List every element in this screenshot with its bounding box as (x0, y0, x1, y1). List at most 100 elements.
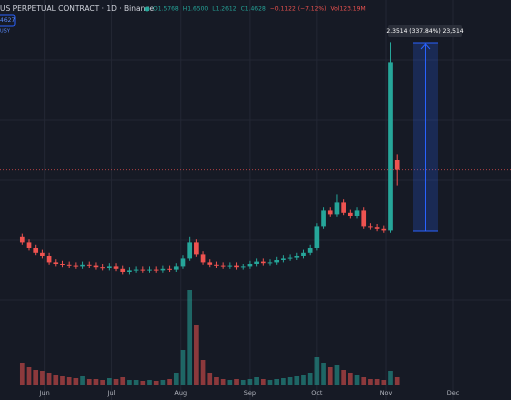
candle-body (53, 262, 59, 264)
candle-body (187, 242, 193, 259)
candle-body (327, 210, 333, 215)
volume-bar (40, 371, 45, 385)
volume-bar (26, 367, 32, 385)
volume-bar (220, 379, 226, 385)
candle-body (234, 265, 239, 268)
volume-bar (200, 360, 206, 385)
x-tick-label: Jun (39, 389, 50, 397)
volume-bar (73, 378, 79, 385)
x-tick-label: Aug (174, 389, 187, 397)
volume-bar (294, 376, 300, 385)
volume-bar (80, 376, 85, 385)
candle-body (281, 258, 286, 260)
volume-bar (147, 380, 152, 385)
volume-bar (321, 363, 326, 385)
candle-body (347, 212, 353, 216)
volume-bar (33, 370, 39, 385)
candle-body (153, 269, 159, 271)
candle-body (227, 265, 233, 267)
candle-body (354, 210, 360, 216)
volume-bar (281, 378, 286, 385)
candle-body (307, 248, 313, 253)
candle-body (274, 260, 280, 263)
volume-bar (267, 380, 273, 385)
candle-body (314, 226, 320, 248)
candle-body (200, 254, 206, 263)
volume-bar (394, 377, 400, 385)
volume-bar (347, 373, 353, 385)
volume-bar (60, 376, 65, 385)
ohlc-legend: O1.5768 H1.6500 L1.2612 C1.4628 −0.1122 (−7.… (153, 6, 366, 13)
candle-body (334, 202, 340, 215)
volume-bar (100, 380, 105, 385)
candle-body (173, 266, 179, 270)
volume-bar (127, 380, 132, 385)
volume-bar (93, 379, 99, 385)
candle-body (140, 269, 146, 271)
candle-body (220, 265, 226, 267)
candle-body (374, 227, 380, 229)
volume-bar (53, 375, 59, 385)
ohlc-value: O1.5768 (153, 6, 179, 13)
volume-bar (341, 370, 346, 385)
candle-body (394, 160, 400, 170)
volume-bar (374, 379, 380, 385)
candle-body (287, 257, 293, 259)
ohlc-value: −0.1122 (−7.12%) (270, 6, 327, 13)
measure-arrowhead (420, 43, 431, 50)
volume-bar (180, 350, 186, 385)
x-tick-label: Oct (311, 389, 323, 397)
status-dot (144, 6, 150, 12)
x-tick-label: Nov (380, 389, 393, 397)
candle-body (133, 269, 139, 271)
x-tick-label: Jul (107, 389, 116, 397)
volume-bar (247, 379, 253, 385)
candle-body (120, 268, 126, 272)
volume-bar (240, 380, 246, 385)
volume-bar (194, 325, 199, 385)
volume-bar (214, 377, 219, 385)
candle-body (167, 268, 172, 270)
ohlc-value: L1.2612 (212, 6, 237, 13)
candle-body (341, 202, 346, 213)
measure-label: 2.3514 (337.84%) 23,514 (386, 28, 463, 35)
volume-bar (254, 377, 259, 385)
candle-body (86, 264, 92, 266)
volume-bar (260, 379, 266, 385)
candle-body (160, 268, 166, 271)
volume-bar (86, 379, 92, 385)
candle-body (106, 266, 112, 268)
candle-body (207, 262, 213, 265)
volume-bar (301, 375, 306, 385)
volume-bar (160, 380, 166, 385)
volume-bar (314, 357, 320, 385)
x-tick-label: Sep (244, 389, 256, 397)
volume-bar (361, 377, 367, 385)
candle-body (60, 264, 65, 265)
volume-bar (106, 378, 112, 385)
volume-bar (274, 379, 280, 385)
volume-bar (207, 373, 213, 385)
candle-body (194, 242, 199, 255)
candle-body (388, 62, 393, 231)
volume-bar (388, 371, 393, 385)
volume-bar (307, 373, 313, 385)
candle-body (100, 267, 105, 269)
badge (0, 14, 16, 27)
volume-bar (46, 373, 52, 385)
candle-body (19, 236, 25, 243)
volume-bar (173, 373, 179, 385)
measure-label-bg (388, 25, 462, 37)
candle-body (180, 258, 186, 267)
volume-bar (66, 377, 72, 385)
volume-bar (19, 363, 25, 385)
candle-body (381, 228, 387, 231)
volume-bar (234, 379, 239, 385)
candle-body (368, 226, 373, 228)
volume-bar (153, 381, 159, 385)
candle-body (127, 270, 132, 272)
volume-bar (287, 377, 293, 385)
ohlc-value: C1.4628 (241, 6, 266, 13)
